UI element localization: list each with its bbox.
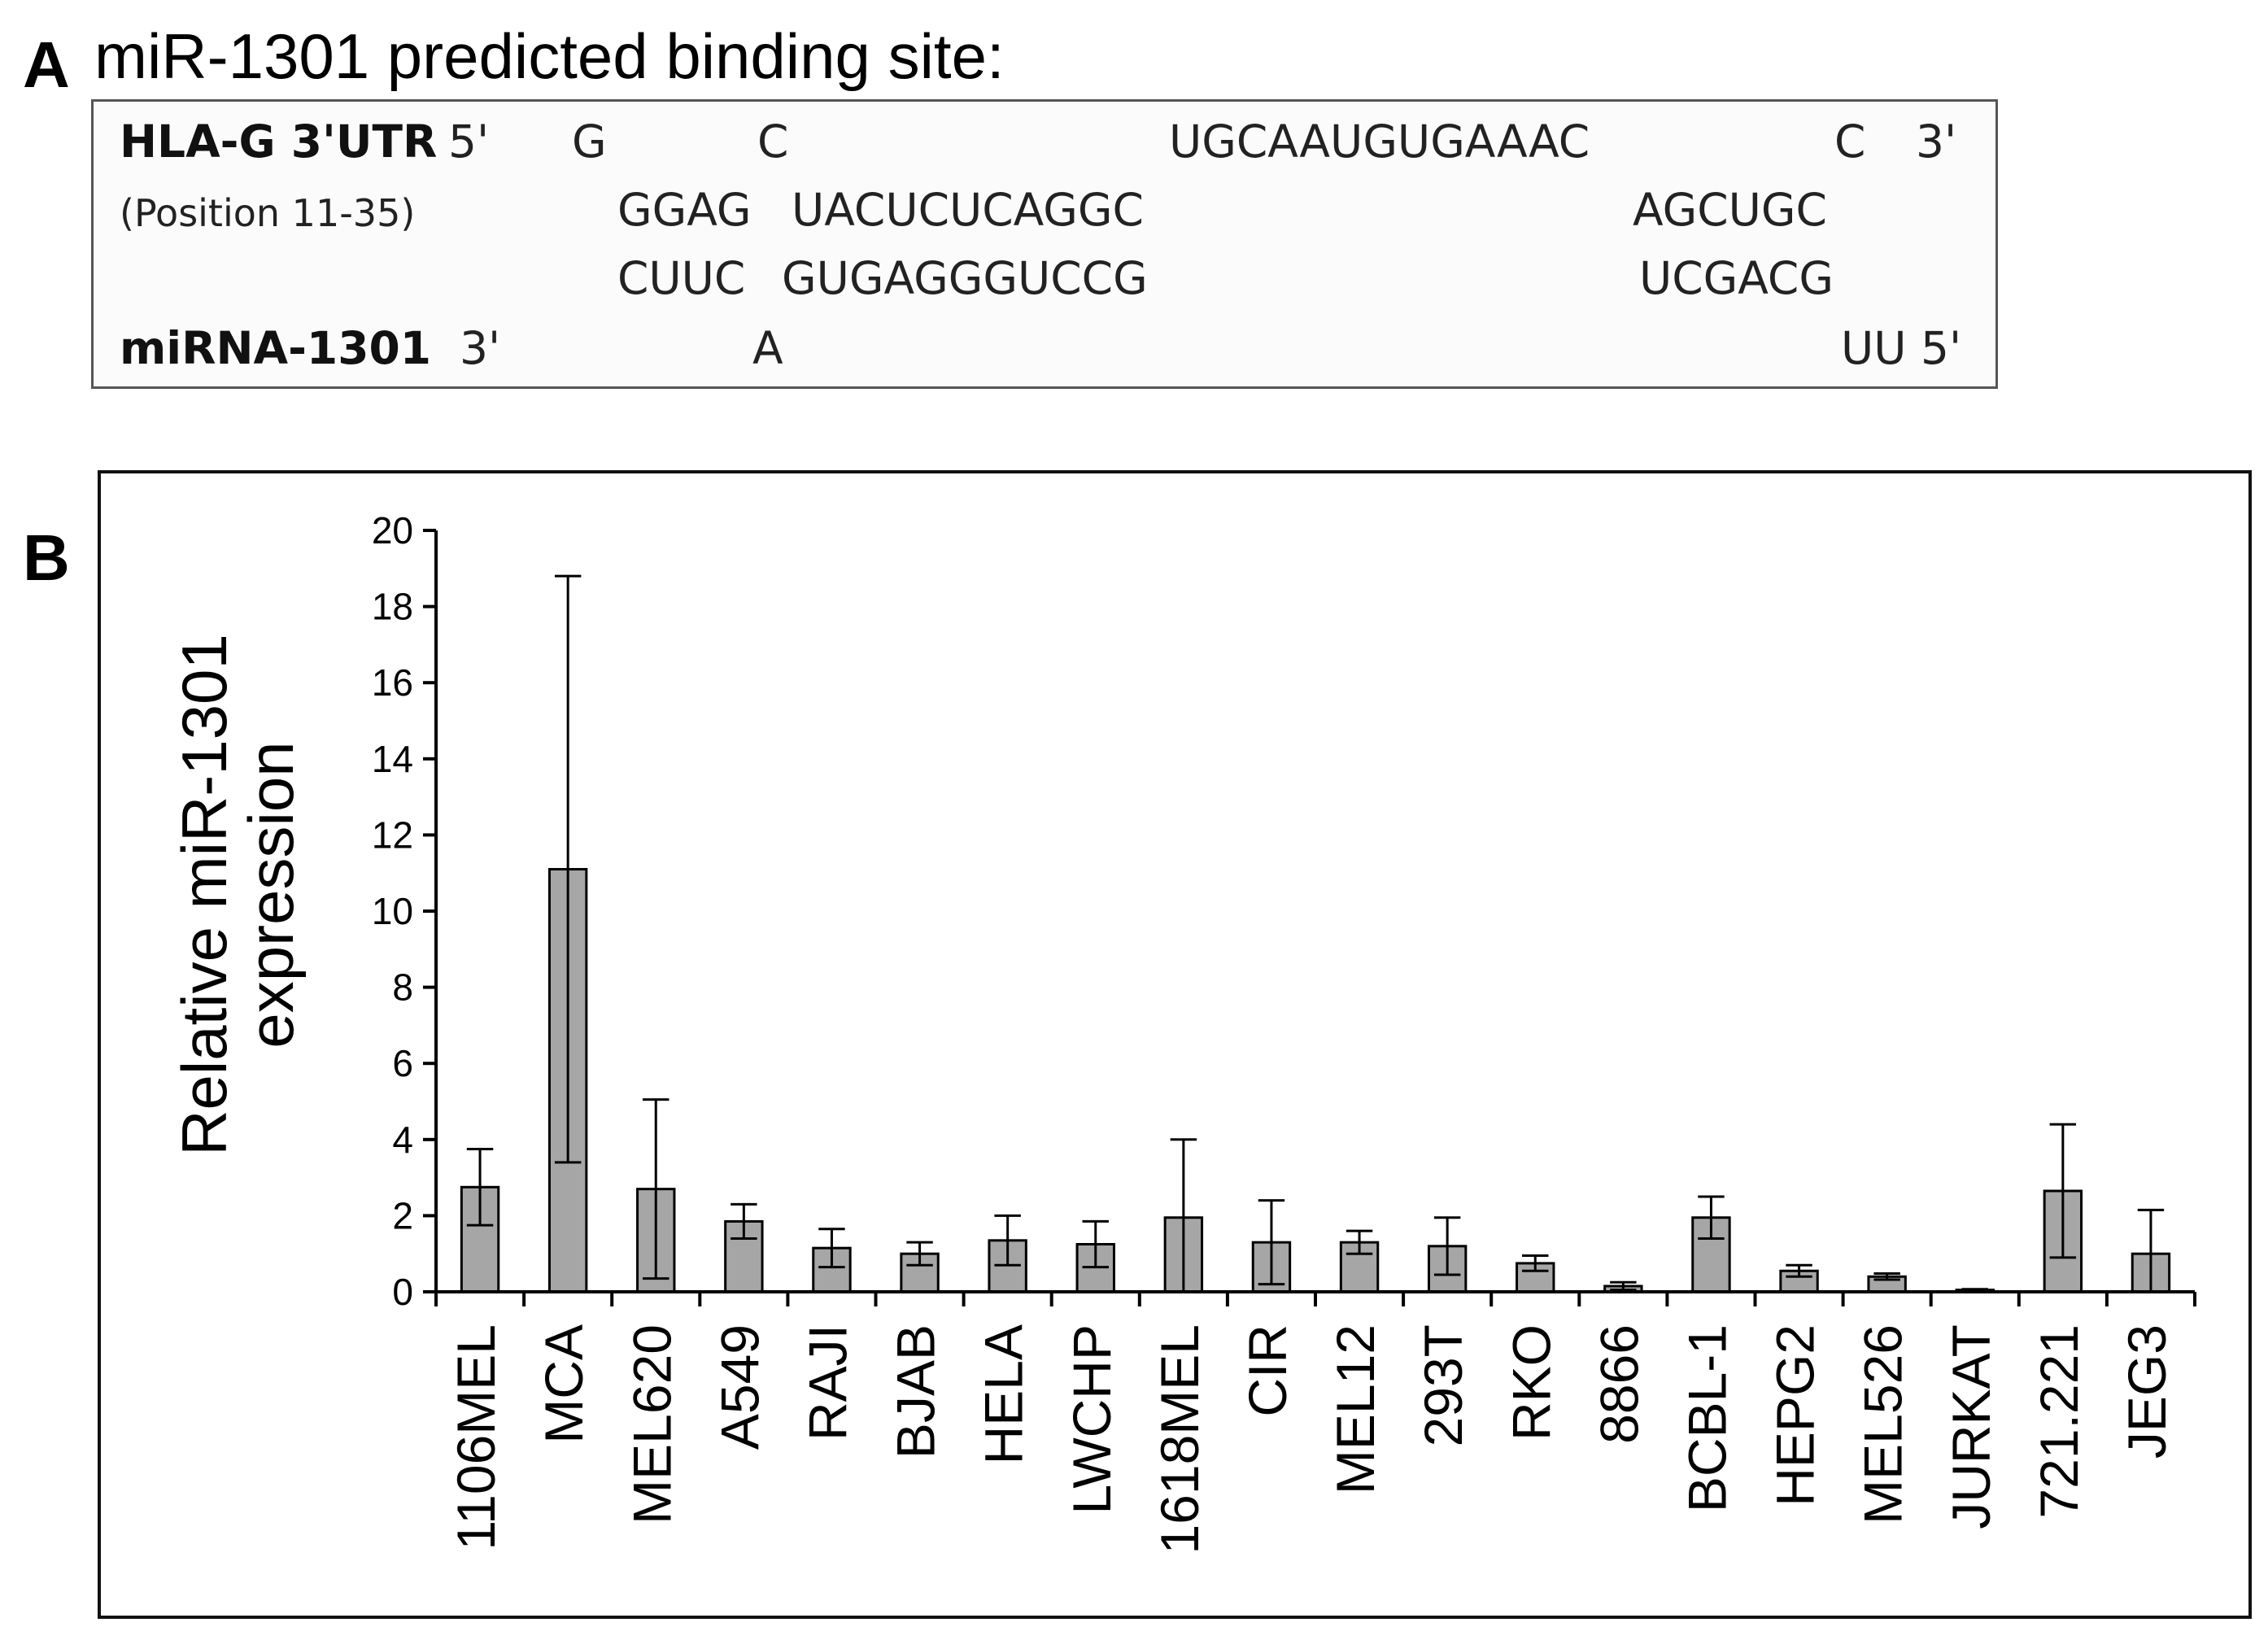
x-tick-label: MCA <box>534 1324 594 1444</box>
y-tick-label: 14 <box>372 738 413 780</box>
x-tick-label: MEL620 <box>622 1324 682 1524</box>
x-tick-label: LWCHP <box>1062 1324 1122 1514</box>
mir-3prime: 3' <box>460 322 501 374</box>
utr-label: HLA-G 3'UTR <box>120 116 438 168</box>
y-tick-label: 8 <box>392 966 413 1009</box>
x-tick-label: BJAB <box>886 1324 946 1459</box>
y-tick-label: 4 <box>392 1119 413 1161</box>
x-tick-label: MEL526 <box>1853 1324 1913 1524</box>
utr-loop: UGCAAUGUGAAAC <box>1169 116 1590 168</box>
bar-raji <box>812 1246 852 1293</box>
y-tick-label: 2 <box>392 1194 413 1237</box>
bars <box>460 574 2171 1293</box>
mir-bulge-uu-5prime: UU 5' <box>1841 322 1962 374</box>
x-tick-label: CIR <box>1237 1324 1298 1417</box>
utr-3prime: 3' <box>1916 116 1957 168</box>
utr-bulge-g: G <box>572 116 607 168</box>
x-tick-label: HELA <box>974 1324 1034 1464</box>
mir-pair-3: UCGACG <box>1639 252 1834 304</box>
mir-pair-2: GUGAGGGUCCG <box>782 252 1148 304</box>
y-tick-label: 18 <box>372 586 413 628</box>
x-tick-label: A549 <box>709 1324 770 1450</box>
binding-site-box: HLA-G 3'UTR 5' G C UGCAAUGUGAAAC C 3' (P… <box>91 99 1998 389</box>
utr-5prime: 5' <box>448 116 490 168</box>
utr-bulge-c: C <box>757 116 789 168</box>
utr-pair-2: UACUCUCAGGC <box>792 184 1144 236</box>
mir-pair-1: CUUC <box>617 252 746 304</box>
x-tick-label: HEPG2 <box>1765 1324 1825 1507</box>
x-tick-label: RAJI <box>797 1324 857 1441</box>
utr-bulge-c2: C <box>1834 116 1866 168</box>
panel-b-letter: B <box>23 521 70 594</box>
y-axis-label-line: Relative miR-1301 <box>168 634 240 1156</box>
y-axis-label-line: expression <box>235 741 307 1048</box>
utr-pair-1: GGAG <box>617 184 752 236</box>
y-tick-label: 6 <box>392 1042 413 1084</box>
y-tick-label: 12 <box>372 813 413 856</box>
x-tick-label: 721.221 <box>2029 1324 2089 1519</box>
y-tick-label: 16 <box>372 661 413 704</box>
y-tick-label: 0 <box>392 1271 413 1313</box>
x-tick-label: 293T <box>1413 1324 1473 1446</box>
x-tick-label: 1106MEL <box>446 1324 506 1551</box>
chart-frame <box>98 470 2252 1619</box>
panel-a-title: miR-1301 predicted binding site: <box>94 20 1005 92</box>
y-tick-label: 10 <box>372 890 413 932</box>
x-tick-label: JURKAT <box>1941 1324 2001 1529</box>
x-tick-label: MEL12 <box>1325 1324 1385 1494</box>
utr-pair-3: AGCUGC <box>1633 184 1827 236</box>
x-tick-label: 1618MEL <box>1149 1324 1210 1555</box>
x-axis: 1106MEL MCA MEL620 A549 RAJI BJAB HELA LWCHP 161… <box>434 1290 2196 1555</box>
mir-bulge-a: A <box>752 322 783 374</box>
mir-label: miRNA-1301 <box>120 322 432 374</box>
panel-a-letter: A <box>23 28 70 101</box>
y-tick-label: 20 <box>372 509 413 552</box>
x-tick-label: 8866 <box>1589 1324 1649 1444</box>
x-tick-label: BCBL-1 <box>1677 1324 1737 1512</box>
y-axis: 0 2 4 6 8 10 12 14 16 18 20 <box>372 509 438 1313</box>
x-tick-label: RKO <box>1501 1324 1561 1441</box>
x-tick-label: JEG3 <box>2117 1324 2177 1459</box>
position-label: (Position 11-35) <box>120 191 416 235</box>
